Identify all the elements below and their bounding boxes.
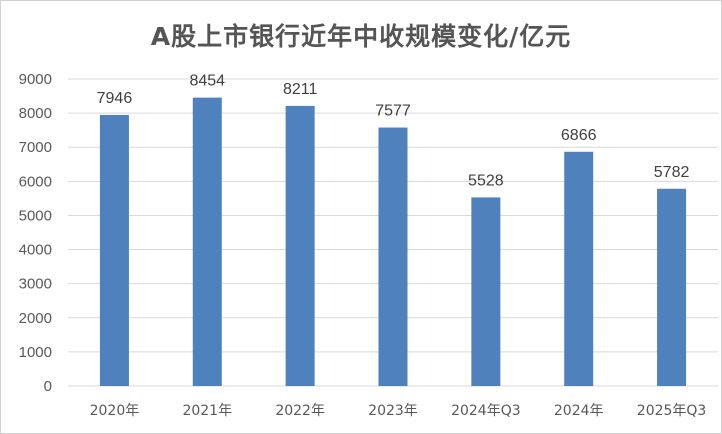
x-tick-label: 2022年 (275, 403, 325, 419)
chart-title: A股上市银行近年中收规模变化/亿元 (150, 22, 572, 51)
x-tick-label: 2025年Q3 (637, 403, 707, 419)
data-label: 7946 (97, 90, 133, 107)
y-tick-label: 5000 (19, 207, 52, 224)
y-tick-label: 3000 (19, 276, 52, 293)
bar (192, 97, 222, 386)
data-label: 8211 (283, 81, 318, 98)
y-tick-label: 6000 (19, 173, 52, 190)
data-label: 6866 (561, 127, 597, 144)
data-label: 7577 (375, 103, 411, 120)
bar (99, 114, 129, 386)
y-tick-label: 0 (44, 378, 52, 395)
y-axis-ticks: 0 1000 2000 3000 4000 5000 6000 7000 8000 9000 (19, 71, 52, 395)
x-tick-label: 2020年 (90, 403, 140, 419)
y-tick-label: 7000 (19, 139, 52, 156)
data-label: 8454 (189, 73, 225, 90)
x-tick-label: 2021年 (182, 403, 232, 419)
bar (378, 127, 408, 387)
bars (99, 97, 687, 387)
y-tick-label: 9000 (19, 71, 52, 88)
bar (657, 188, 687, 386)
x-tick-label: 2024年 (554, 403, 604, 419)
x-axis-ticks: 2020年 2021年 2022年 2023年 2024年Q3 2024年 2025年Q3 (90, 403, 707, 419)
data-labels: 7946 8454 8211 7577 5528 6866 5782 (97, 73, 690, 190)
x-tick-label: 2023年 (368, 403, 418, 419)
data-label: 5782 (654, 164, 690, 181)
x-tick-label: 2024年Q3 (451, 403, 521, 419)
bar (564, 151, 594, 386)
bar (471, 197, 501, 386)
y-tick-label: 1000 (19, 344, 52, 361)
y-tick-label: 4000 (19, 242, 52, 259)
data-label: 5528 (468, 172, 504, 189)
y-tick-label: 2000 (19, 310, 52, 327)
y-tick-label: 8000 (19, 105, 52, 122)
bar (285, 105, 315, 386)
